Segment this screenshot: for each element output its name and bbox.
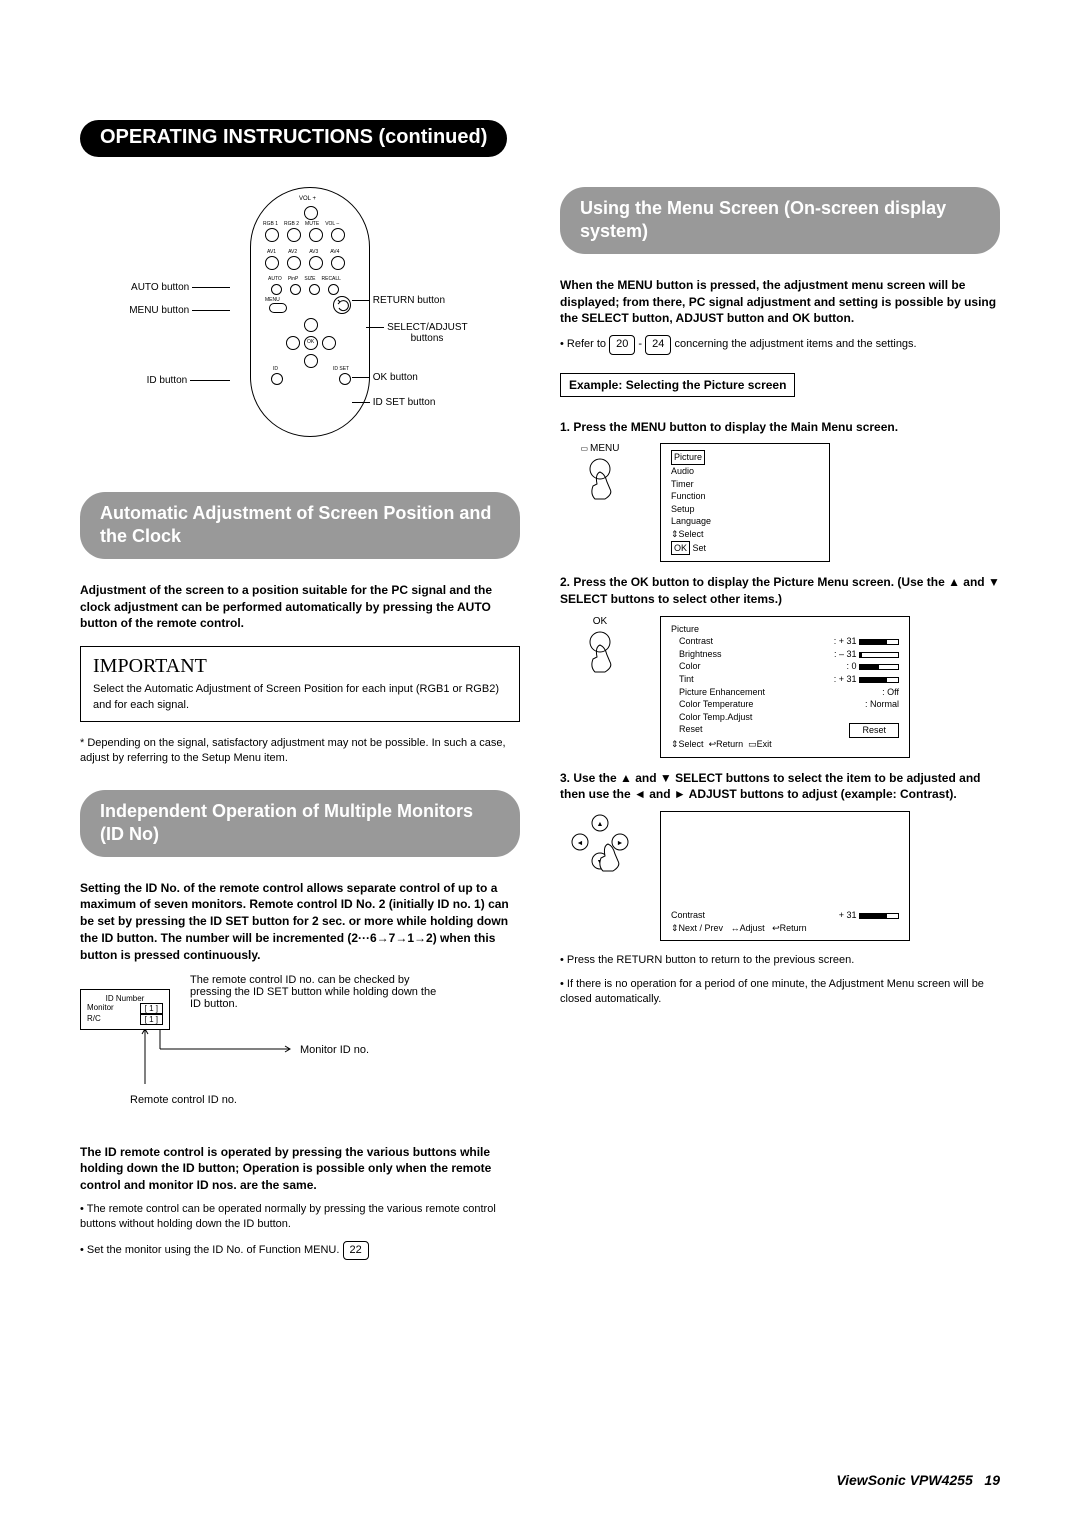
id-body: Setting the ID No. of the remote control… (80, 880, 520, 964)
menu-press-icon: ▭MENU (560, 443, 640, 507)
end-bullet2: • If there is no operation for a period … (560, 977, 1000, 1008)
end-bullet1: • Press the RETURN button to return to t… (560, 953, 1000, 968)
monitor-id-label: Monitor ID no. (300, 1044, 369, 1056)
id-bullet1: • The remote control can be operated nor… (80, 1202, 520, 1233)
svg-text:◄: ◄ (577, 840, 584, 847)
dpad-press-icon: ▲ ▼ ◄ ► (560, 811, 640, 884)
section-menu-title: Using the Menu Screen (On-screen display… (560, 187, 1000, 254)
id-body2: The ID remote control is operated by pre… (80, 1144, 520, 1194)
main-menu-screen: Picture Audio Timer Function Setup Langu… (660, 443, 830, 562)
contrast-adjust-screen: Contrast+ 31 ⇕Next / Prev ↔Adjust ↩Retur… (660, 811, 910, 941)
section-id-title: Independent Operation of Multiple Monito… (80, 790, 520, 857)
page-footer: ViewSonic VPW4255 19 (836, 1472, 1000, 1488)
menu-button-label: MENU button (110, 305, 230, 316)
step2-text: 2. Press the OK button to display the Pi… (560, 574, 1000, 608)
svg-text:▲: ▲ (597, 821, 604, 828)
example-title-box: Example: Selecting the Picture screen (560, 373, 795, 397)
menu-refer: • Refer to 20 - 24 concerning the adjust… (560, 335, 1000, 354)
auto-body: Adjustment of the screen to a position s… (80, 582, 520, 632)
important-body: Select the Automatic Adjustment of Scree… (93, 682, 507, 713)
return-button-label: RETURN button (372, 295, 445, 306)
page-ref-22: 22 (343, 1241, 369, 1260)
page-ref-24: 24 (645, 335, 671, 354)
picture-menu-screen: Picture Contrast: + 31 Brightness: – 31 … (660, 616, 910, 758)
idset-button-label: ID SET button (372, 397, 435, 408)
left-column: VOL + RGB 1 RGB 2 MUTE VOL – (80, 187, 520, 1268)
page-header-pill: OPERATING INSTRUCTIONS (continued) (80, 120, 507, 157)
important-box: IMPORTANT Select the Automatic Adjustmen… (80, 646, 520, 722)
id-diagram: ID Number Monitor[ 1 ] R/C[ 1 ] The remo… (80, 974, 520, 1124)
svg-text:►: ► (617, 840, 624, 847)
remote-id-label: Remote control ID no. (130, 1094, 237, 1106)
vol-plus-label: VOL + (299, 196, 316, 202)
id-bullet2: • Set the monitor using the ID No. of Fu… (80, 1241, 520, 1260)
step3-text: 3. Use the ▲ and ▼ SELECT buttons to sel… (560, 770, 1000, 804)
ok-press-icon: OK (560, 616, 640, 680)
page-ref-20: 20 (609, 335, 635, 354)
menu-intro: When the MENU button is pressed, the adj… (560, 277, 1000, 327)
auto-note: * Depending on the signal, satisfactory … (80, 736, 520, 767)
step1-text: 1. Press the MENU button to display the … (560, 419, 1000, 436)
section-auto-title: Automatic Adjustment of Screen Position … (80, 492, 520, 559)
id-button-label: ID button (110, 375, 230, 386)
right-column: Using the Menu Screen (On-screen display… (560, 187, 1000, 1268)
remote-diagram: VOL + RGB 1 RGB 2 MUTE VOL – (110, 187, 490, 457)
select-adjust-label: SELECT/ADJUST buttons (372, 322, 482, 344)
id-diagram-text: The remote control ID no. can be checked… (190, 974, 440, 1010)
ok-button-label: OK button (372, 372, 418, 383)
important-title: IMPORTANT (93, 655, 507, 678)
auto-button-label: AUTO button (110, 282, 230, 293)
